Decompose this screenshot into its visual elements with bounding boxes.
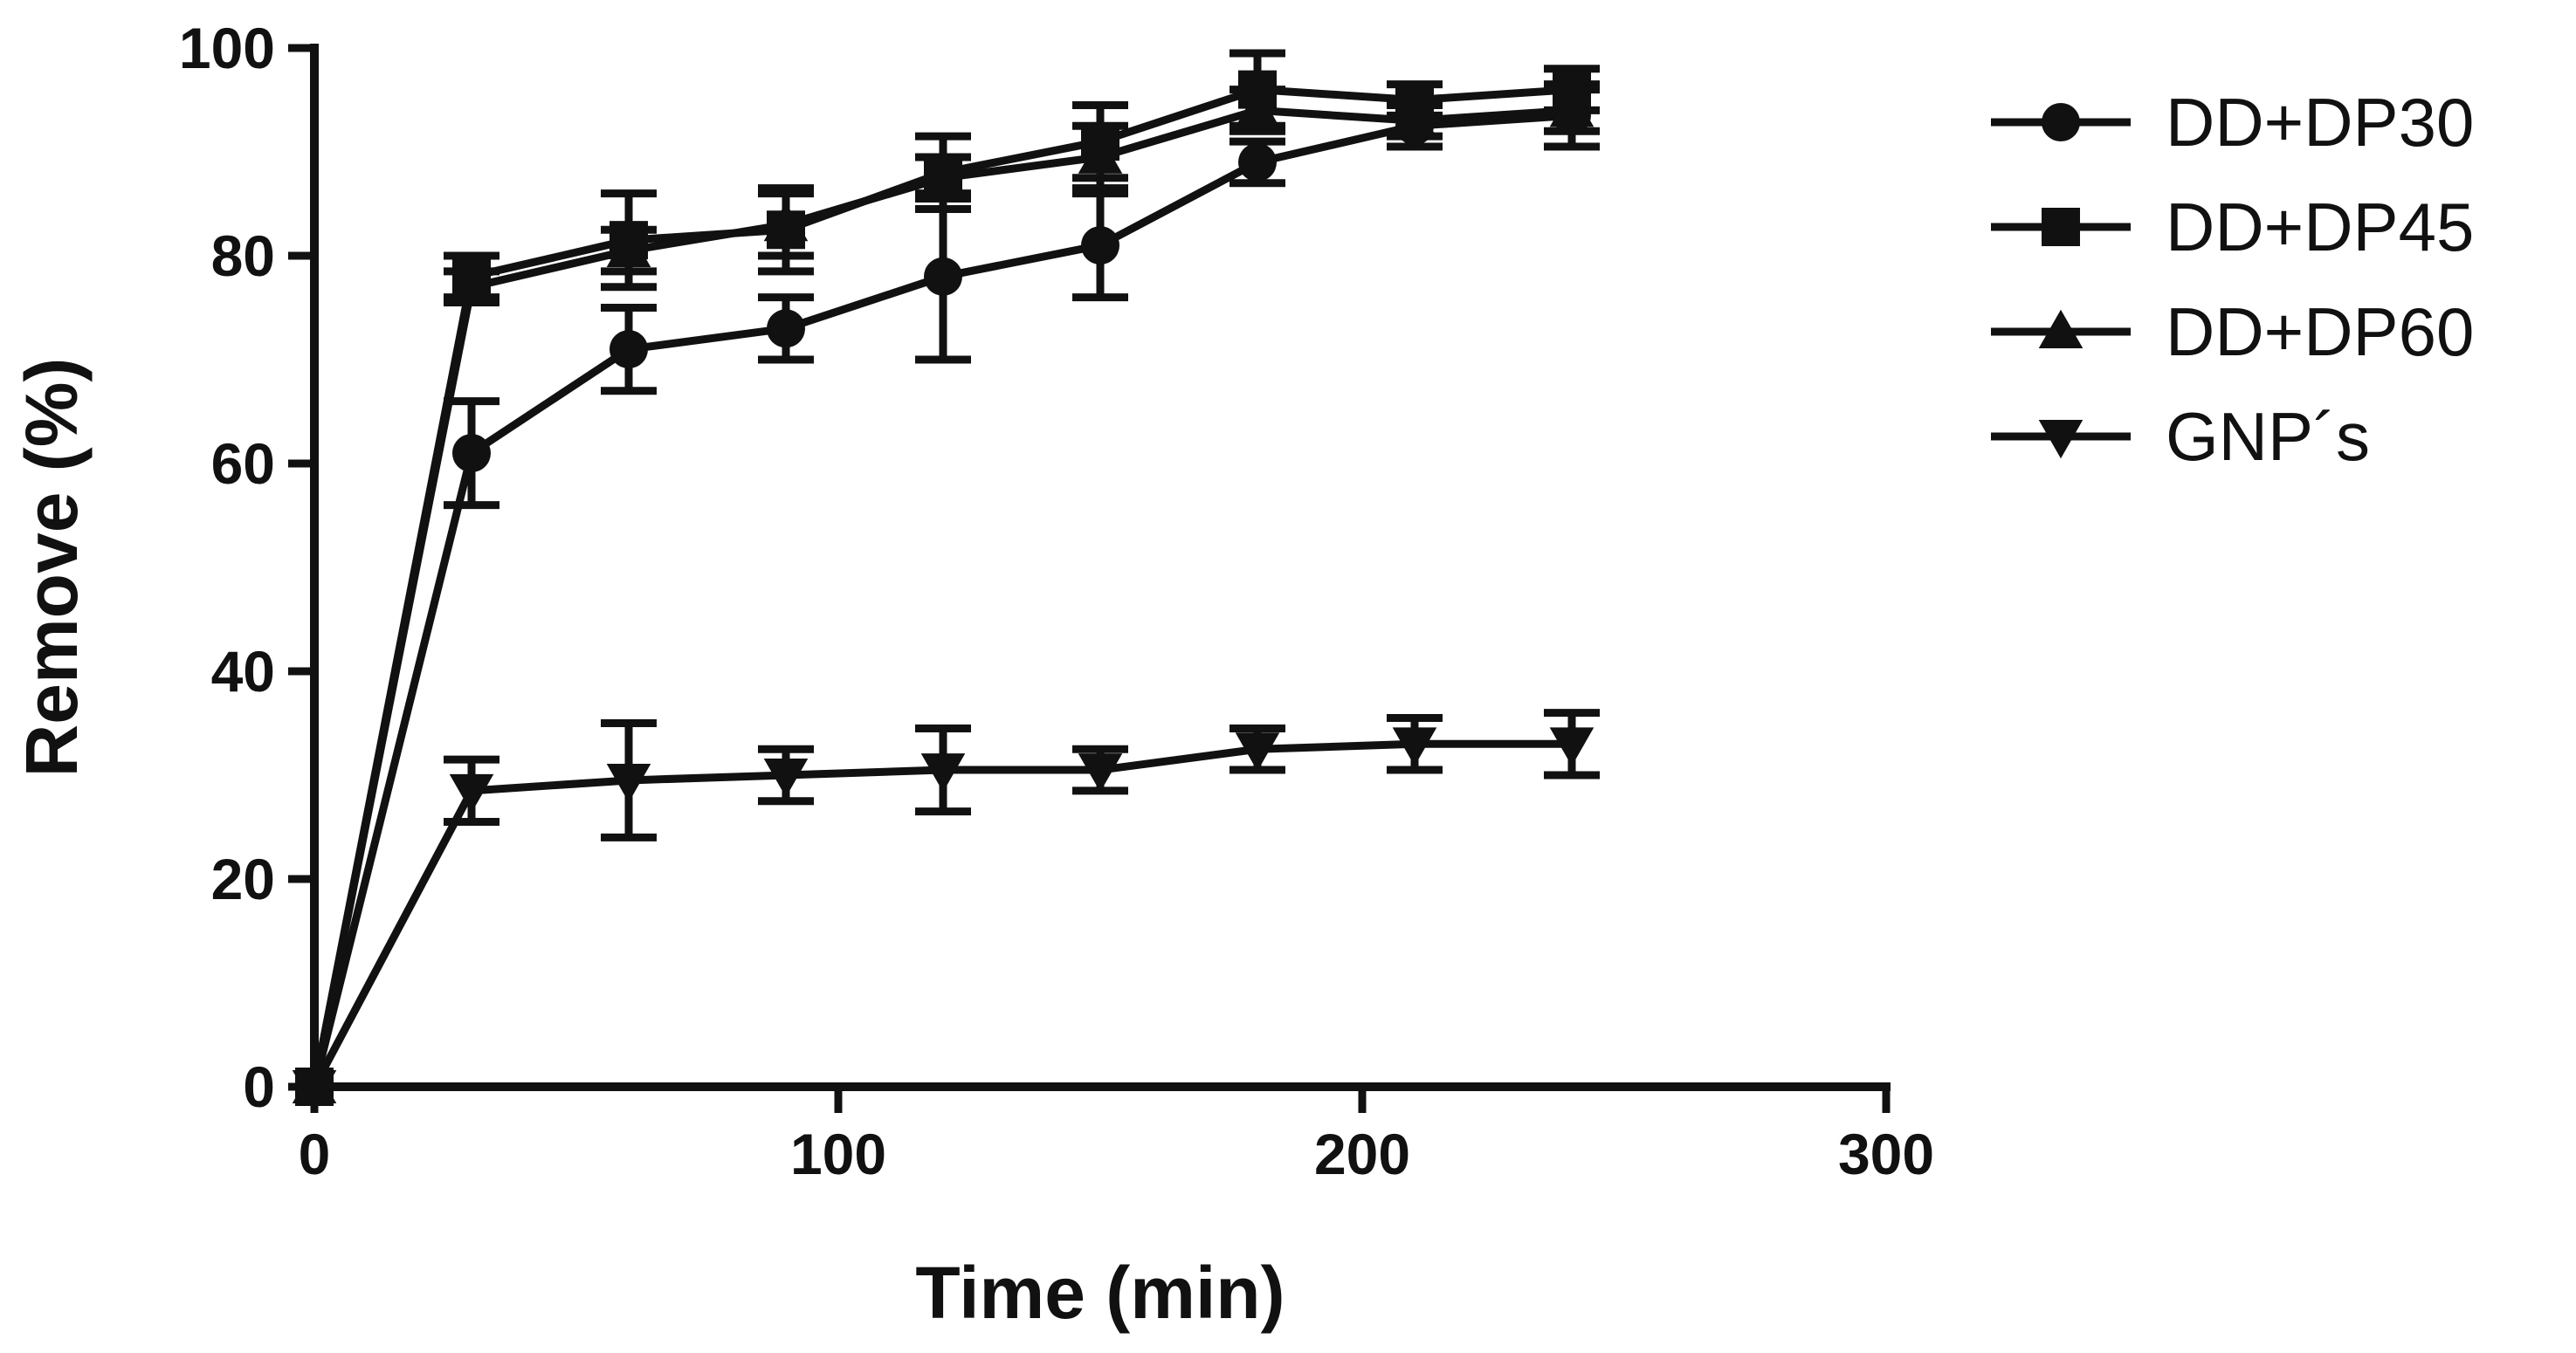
y-tick-label: 100 <box>179 16 275 80</box>
y-tick-label: 40 <box>211 639 275 704</box>
triangle-up-marker <box>1392 99 1437 138</box>
legend: DD+DP30 DD+DP45 DD+DP60 GNP´s <box>1991 84 2474 475</box>
circle-marker <box>1081 226 1119 265</box>
circle-marker <box>452 434 491 473</box>
y-tick-label: 20 <box>211 847 275 911</box>
y-tick-label: 60 <box>211 431 275 496</box>
series-dd-dp45 <box>295 49 1600 1106</box>
triangle-up-marker <box>2038 309 2084 348</box>
square-marker <box>2042 208 2080 246</box>
x-axis-title: Time (min) <box>915 1252 1285 1334</box>
circle-marker <box>1238 142 1277 182</box>
x-axis-ticks: 0 100 200 300 <box>299 1087 1934 1186</box>
triangle-down-marker <box>1078 753 1123 793</box>
legend-label: DD+DP45 <box>2166 189 2474 265</box>
triangle-down-marker <box>1392 727 1437 766</box>
circle-marker <box>610 330 648 369</box>
circle-marker <box>924 257 962 296</box>
circle-marker <box>767 309 805 348</box>
triangle-down-marker <box>2038 420 2084 459</box>
x-tick-label: 100 <box>790 1122 886 1186</box>
triangle-up-marker <box>1549 88 1595 127</box>
y-axis-title: Remove (%) <box>10 358 93 778</box>
triangle-down-marker <box>763 759 809 798</box>
triangle-up-marker <box>449 264 494 304</box>
legend-item: DD+DP45 <box>1991 189 2474 265</box>
series-layer <box>292 49 1600 1109</box>
y-tick-label: 80 <box>211 223 275 288</box>
series-dd-dp60 <box>292 86 1600 1103</box>
legend-item: GNP´s <box>1991 398 2370 475</box>
triangle-down-marker <box>606 763 651 803</box>
triangle-up-marker <box>1078 134 1123 174</box>
legend-item: DD+DP60 <box>1991 293 2474 370</box>
triangle-down-marker <box>1235 732 1280 772</box>
triangle-down-marker <box>449 773 494 814</box>
series-dd-dp30 <box>295 80 1600 1106</box>
legend-label: DD+DP60 <box>2166 293 2474 370</box>
y-tick-label: 0 <box>243 1054 275 1119</box>
y-axis-ticks: 0 20 40 60 80 100 <box>179 16 314 1119</box>
legend-label: GNP´s <box>2166 398 2370 475</box>
triangle-down-marker <box>292 1070 337 1109</box>
legend-item: DD+DP30 <box>1991 84 2474 161</box>
circle-marker <box>2042 103 2080 141</box>
triangle-down-marker <box>920 753 966 793</box>
triangle-up-marker <box>763 203 809 242</box>
triangle-down-marker <box>1549 727 1595 766</box>
series-gnp-s <box>292 709 1600 1109</box>
x-tick-label: 0 <box>299 1122 331 1186</box>
x-tick-label: 300 <box>1838 1122 1934 1186</box>
triangle-up-marker <box>920 155 966 195</box>
x-tick-label: 200 <box>1314 1122 1410 1186</box>
triangle-up-marker <box>606 228 651 268</box>
legend-label: DD+DP30 <box>2166 84 2474 161</box>
triangle-up-marker <box>1235 88 1280 127</box>
